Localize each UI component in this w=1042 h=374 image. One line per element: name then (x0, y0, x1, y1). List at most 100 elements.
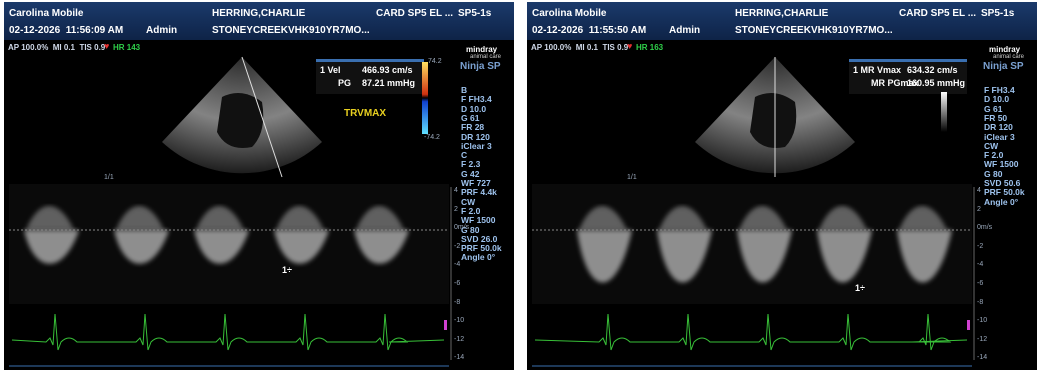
scale-label: -4 (977, 261, 983, 268)
measurement-label: PG (338, 79, 351, 88)
heart-rate: HR 143 (113, 44, 140, 52)
parameter: G 61 (984, 105, 1002, 114)
parameter: G 80 (984, 170, 1002, 179)
parameter: FR 50 (984, 114, 1007, 123)
exam-type: CARD SP5 EL ... (376, 9, 453, 19)
parameter: CW (984, 142, 998, 151)
parameter: D 10.0 (984, 95, 1009, 104)
cursor-label: 1÷ (282, 266, 292, 275)
scale-label: 4 (977, 187, 981, 194)
datetime: 02-12-2026 11:56:09 AM (9, 26, 123, 36)
measurement-value: 634.32 cm/s (907, 66, 958, 75)
parameter: F 2.0 (461, 207, 480, 216)
parameter: FR 28 (461, 123, 484, 132)
patient-name: HERRING,CHARLIE (735, 9, 828, 19)
measurement-value: 160.95 mmHg (907, 79, 965, 88)
probe: SP5-1s (458, 9, 491, 19)
logo-sub: animal care (470, 54, 501, 60)
scale-label: -14 (977, 354, 987, 361)
cursor-label: 1÷ (855, 284, 865, 293)
scale-label: -8 (977, 299, 983, 306)
scale-label: 2 (977, 206, 981, 213)
heart-rate: HR 163 (636, 44, 663, 52)
scale-label: -8 (454, 299, 460, 306)
measurement-value: 87.21 mmHg (362, 79, 415, 88)
scale-label: 2 (454, 206, 458, 213)
acoustic-status: AP 100.0% MI 0.1 TIS 0.9 (531, 44, 628, 52)
parameter: G 61 (461, 114, 479, 123)
parameter: G 42 (461, 170, 479, 179)
ecg-marker (444, 320, 447, 330)
parameter: F FH3.4 (984, 86, 1015, 95)
measurement-value: 466.93 cm/s (362, 66, 413, 75)
parameter: F 2.0 (984, 151, 1003, 160)
exam-type: CARD SP5 EL ... (899, 9, 976, 19)
parameter: PRF 50.0k (461, 244, 502, 253)
heart-icon: ♥ (104, 42, 109, 51)
annotation: TRVMAX (344, 109, 386, 119)
clinic-name: Carolina Mobile (9, 9, 83, 19)
parameter: Angle 0° (984, 198, 1018, 207)
heart-icon: ♥ (627, 42, 632, 51)
scale-label: -2 (977, 243, 983, 250)
screenshot: Carolina Mobile HERRING,CHARLIE CARD SP5 E… (0, 0, 1042, 374)
parameter: F 2.3 (461, 160, 480, 169)
parameter: iClear 3 (984, 133, 1015, 142)
patient-name: HERRING,CHARLIE (212, 9, 305, 19)
ecg-trace (535, 314, 967, 350)
patient-id: STONEYCREEKVHK910YR7MO... (735, 26, 893, 36)
scale-label: -4 (454, 261, 460, 268)
image-area (527, 2, 1037, 370)
page-indicator: 1/1 (104, 174, 114, 181)
parameter: WF 1500 (984, 160, 1019, 169)
datetime: 02-12-2026 11:55:50 AM (532, 26, 646, 36)
page-indicator: 1/1 (627, 174, 637, 181)
scale-label: -12 (977, 336, 987, 343)
parameter: F FH3.4 (461, 95, 492, 104)
parameter: SVD 26.0 (461, 235, 497, 244)
parameter: iClear 3 (461, 142, 492, 151)
scale-label: -10 (977, 317, 987, 324)
color-scale-bottom: -74.2 (424, 134, 440, 141)
measurement-label: 1 MR Vmax (853, 66, 901, 75)
parameter: WF 727 (461, 179, 491, 188)
logo-brand: mindray (989, 46, 1020, 54)
clinic-name: Carolina Mobile (532, 9, 606, 19)
echo-cavity (750, 93, 796, 148)
color-scale-top: 74.2 (428, 58, 442, 65)
user: Admin (669, 26, 700, 36)
user: Admin (146, 26, 177, 36)
patient-id: STONEYCREEKVHK910YR7MO... (212, 26, 370, 36)
scale-label: -6 (454, 280, 460, 287)
scale-label: 0m/s (977, 224, 992, 231)
probe: SP5-1s (981, 9, 1014, 19)
ultrasound-screen: Carolina Mobile HERRING,CHARLIE CARD SP5 E… (527, 2, 1037, 370)
logo-model: Ninja SP (983, 62, 1024, 72)
scale-label: 4 (454, 187, 458, 194)
measurement-label: 1 Vel (320, 66, 341, 75)
parameter: SVD 50.6 (984, 179, 1020, 188)
scale-label: -14 (454, 354, 464, 361)
ecg-trace (12, 314, 444, 350)
color-bar (422, 62, 428, 134)
scale-label: -6 (977, 280, 983, 287)
scale-label: -2 (454, 243, 460, 250)
logo-sub: animal care (993, 54, 1024, 60)
scale-label: -10 (454, 317, 464, 324)
parameter: DR 120 (984, 123, 1013, 132)
gray-bar (941, 92, 947, 132)
ultrasound-screen: Carolina Mobile HERRING,CHARLIE CARD SP5 E… (4, 2, 514, 370)
parameter: CW (461, 198, 475, 207)
parameter: PRF 50.0k (984, 188, 1025, 197)
ecg-marker (967, 320, 970, 330)
logo-model: Ninja SP (460, 62, 501, 72)
parameter: D 10.0 (461, 105, 486, 114)
logo-brand: mindray (466, 46, 497, 54)
parameter: DR 120 (461, 133, 490, 142)
parameter: B (461, 86, 467, 95)
scale-label: -12 (454, 336, 464, 343)
acoustic-status: AP 100.0% MI 0.1 TIS 0.9 (8, 44, 105, 52)
parameter: PRF 4.4k (461, 188, 497, 197)
scale-label: 0m/s (454, 224, 469, 231)
parameter: C (461, 151, 467, 160)
